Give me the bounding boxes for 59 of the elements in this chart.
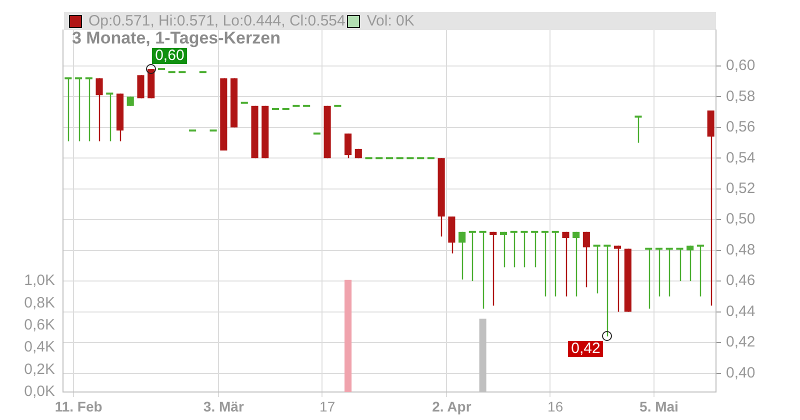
candlestick: [137, 74, 144, 99]
candlestick: [251, 105, 258, 159]
annotation: 0,60: [152, 47, 188, 64]
y-tick-label: 0,44: [726, 302, 756, 320]
y-tick-label: 0,56: [726, 118, 756, 136]
candlestick: [468, 230, 476, 282]
y-tick-label: 0,58: [726, 88, 756, 105]
candlestick: [220, 78, 228, 152]
y2-tick-label: 0,4K: [24, 338, 55, 356]
text: Vol: 0K: [366, 12, 414, 30]
candlestick: [686, 245, 694, 282]
y-tick-label: 0,40: [726, 364, 756, 382]
annotation: 0,42: [568, 340, 604, 358]
y-tick-label: 0,54: [726, 149, 756, 166]
candlestick: [593, 244, 600, 294]
candlestick: [230, 78, 238, 128]
candlestick: [624, 248, 632, 312]
y-tick-label: 0,48: [726, 241, 756, 258]
candlestick: [666, 248, 673, 298]
candlestick: [520, 230, 528, 268]
candlestick: [604, 244, 611, 337]
y-tick-label: 0,52: [726, 180, 756, 198]
candlestick: [655, 248, 663, 298]
candlestick: [552, 230, 559, 298]
y2-tick-label: 0,2K: [24, 360, 55, 378]
x-tick-label: 16: [548, 398, 564, 414]
candlestick: [126, 96, 134, 107]
chart-title: 3 Monate, 1-Tages-Kerzen: [72, 28, 280, 48]
candlestick: [531, 230, 538, 268]
candlestick: [85, 77, 92, 142]
candlestick: [106, 92, 114, 142]
x-tick-label: 3. Mär: [203, 398, 244, 414]
legend-label: Op:0.571, Hi:0.571, Lo:0.444, Cl:0.554: [88, 12, 346, 30]
candlestick: [510, 230, 518, 268]
x-tick-label: 11. Feb: [54, 398, 102, 414]
x-tick-label: 17: [320, 398, 336, 414]
candlestick: [479, 230, 486, 310]
candlestick: [75, 77, 82, 142]
y2-tick-label: 0,8K: [24, 294, 55, 312]
candlestick: [324, 105, 331, 159]
x-tick-label: 5. Mai: [640, 398, 678, 414]
candlestick: [645, 248, 652, 310]
y2-tick-label: 0,6K: [24, 316, 55, 334]
x-tick-label: 2. Apr: [432, 398, 472, 414]
candlestick: [148, 68, 155, 99]
candlestick: [354, 148, 362, 159]
y-tick-label: 0,60: [726, 57, 756, 74]
y2-tick-label: 1,0K: [24, 272, 55, 290]
candlestick: [676, 248, 684, 282]
candlestick: [696, 244, 704, 298]
candlestick: [64, 77, 72, 142]
y-tick-label: 0,42: [726, 334, 756, 351]
y-tick-label: 0,46: [726, 272, 756, 290]
candlestick: [541, 230, 548, 298]
candlestick: [262, 105, 269, 159]
candlestick: [634, 116, 642, 144]
candlestick: [614, 245, 622, 312]
y2-tick-label: 0,0K: [24, 383, 55, 400]
y-tick-label: 0,50: [726, 210, 756, 228]
